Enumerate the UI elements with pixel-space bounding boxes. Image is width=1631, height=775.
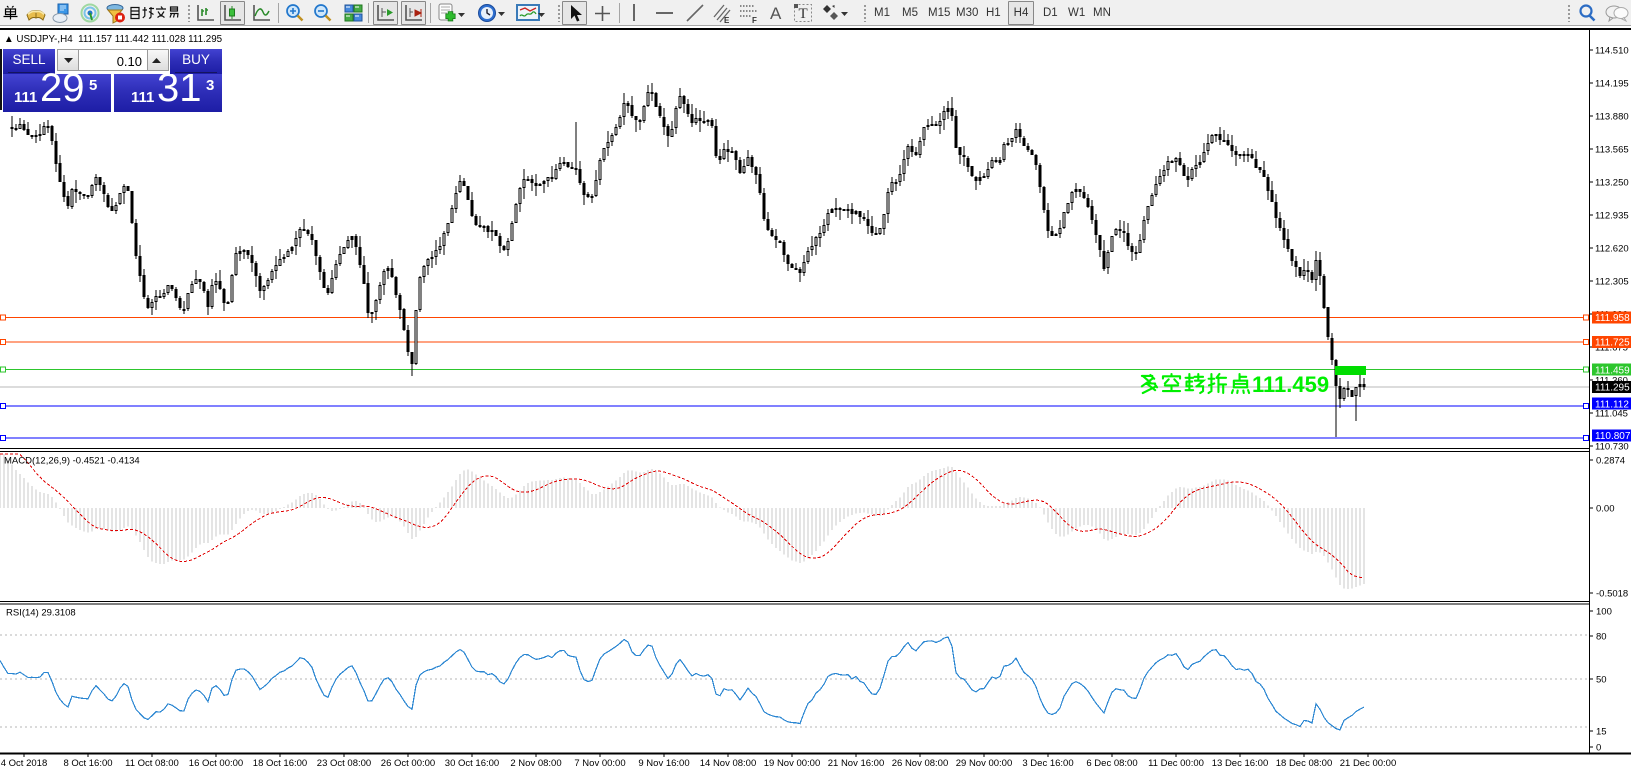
svg-text:0.2874: 0.2874 — [1596, 456, 1625, 467]
svg-text:T: T — [799, 6, 808, 22]
svg-text:3 Dec 16:00: 3 Dec 16:00 — [1022, 758, 1073, 769]
svg-text:26 Oct 00:00: 26 Oct 00:00 — [381, 758, 435, 769]
svg-text:111.725: 111.725 — [1595, 338, 1630, 349]
svg-text:110.730: 110.730 — [1595, 441, 1629, 452]
svg-text:18 Dec 08:00: 18 Dec 08:00 — [1276, 758, 1333, 769]
svg-text:11 Dec 00:00: 11 Dec 00:00 — [1148, 758, 1204, 769]
svg-text:RSI(14) 29.3108: RSI(14) 29.3108 — [6, 608, 76, 619]
svg-text:114.195: 114.195 — [1595, 78, 1629, 89]
svg-text:113.565: 113.565 — [1595, 144, 1629, 155]
svg-text:29 Nov 00:00: 29 Nov 00:00 — [956, 758, 1013, 769]
svg-text:18 Oct 16:00: 18 Oct 16:00 — [253, 758, 307, 769]
svg-text:19 Nov 00:00: 19 Nov 00:00 — [764, 758, 821, 769]
svg-text:112.935: 112.935 — [1595, 210, 1629, 221]
svg-text:113.250: 113.250 — [1595, 177, 1629, 188]
svg-text:111.459: 111.459 — [1252, 372, 1329, 397]
svg-text:21 Nov 16:00: 21 Nov 16:00 — [828, 758, 885, 769]
svg-text:30 Oct 16:00: 30 Oct 16:00 — [445, 758, 499, 769]
svg-text:80: 80 — [1596, 631, 1607, 642]
svg-text:26 Nov 08:00: 26 Nov 08:00 — [892, 758, 949, 769]
svg-text:4 Oct 2018: 4 Oct 2018 — [1, 758, 47, 769]
svg-text:7 Nov 00:00: 7 Nov 00:00 — [574, 758, 625, 769]
svg-text:0: 0 — [1596, 743, 1601, 754]
svg-text:-0.5018: -0.5018 — [1596, 589, 1628, 600]
svg-text:111.045: 111.045 — [1595, 408, 1628, 419]
svg-text:16 Oct 00:00: 16 Oct 00:00 — [189, 758, 243, 769]
svg-text:MACD(12,26,9) -0.4521 -0.4134: MACD(12,26,9) -0.4521 -0.4134 — [4, 456, 140, 467]
svg-text:110.807: 110.807 — [1595, 431, 1631, 442]
svg-text:23 Oct 08:00: 23 Oct 08:00 — [317, 758, 371, 769]
svg-text:9 Nov 16:00: 9 Nov 16:00 — [638, 758, 689, 769]
svg-text:2 Nov 08:00: 2 Nov 08:00 — [510, 758, 561, 769]
svg-text:112.620: 112.620 — [1595, 243, 1629, 254]
svg-text:E: E — [724, 16, 730, 24]
svg-text:15: 15 — [1596, 726, 1607, 737]
svg-text:111.112: 111.112 — [1595, 399, 1629, 410]
svg-text:13 Dec 16:00: 13 Dec 16:00 — [1212, 758, 1269, 769]
svg-text:8 Oct 16:00: 8 Oct 16:00 — [63, 758, 112, 769]
svg-text:114.510: 114.510 — [1595, 45, 1629, 56]
svg-text:0.00: 0.00 — [1596, 504, 1615, 515]
svg-text:21 Dec 00:00: 21 Dec 00:00 — [1340, 758, 1397, 769]
svg-text:50: 50 — [1596, 675, 1607, 686]
svg-text:111.459: 111.459 — [1595, 365, 1630, 376]
svg-text:11 Oct 08:00: 11 Oct 08:00 — [125, 758, 179, 769]
svg-text:14 Nov 08:00: 14 Nov 08:00 — [700, 758, 757, 769]
svg-text:100: 100 — [1596, 607, 1612, 618]
svg-text:112.305: 112.305 — [1595, 276, 1629, 287]
svg-text:111.295: 111.295 — [1595, 383, 1630, 394]
svg-text:6 Dec 08:00: 6 Dec 08:00 — [1086, 758, 1137, 769]
svg-text:F: F — [752, 16, 757, 24]
svg-text:111.958: 111.958 — [1595, 313, 1630, 324]
svg-text:113.880: 113.880 — [1595, 111, 1629, 122]
